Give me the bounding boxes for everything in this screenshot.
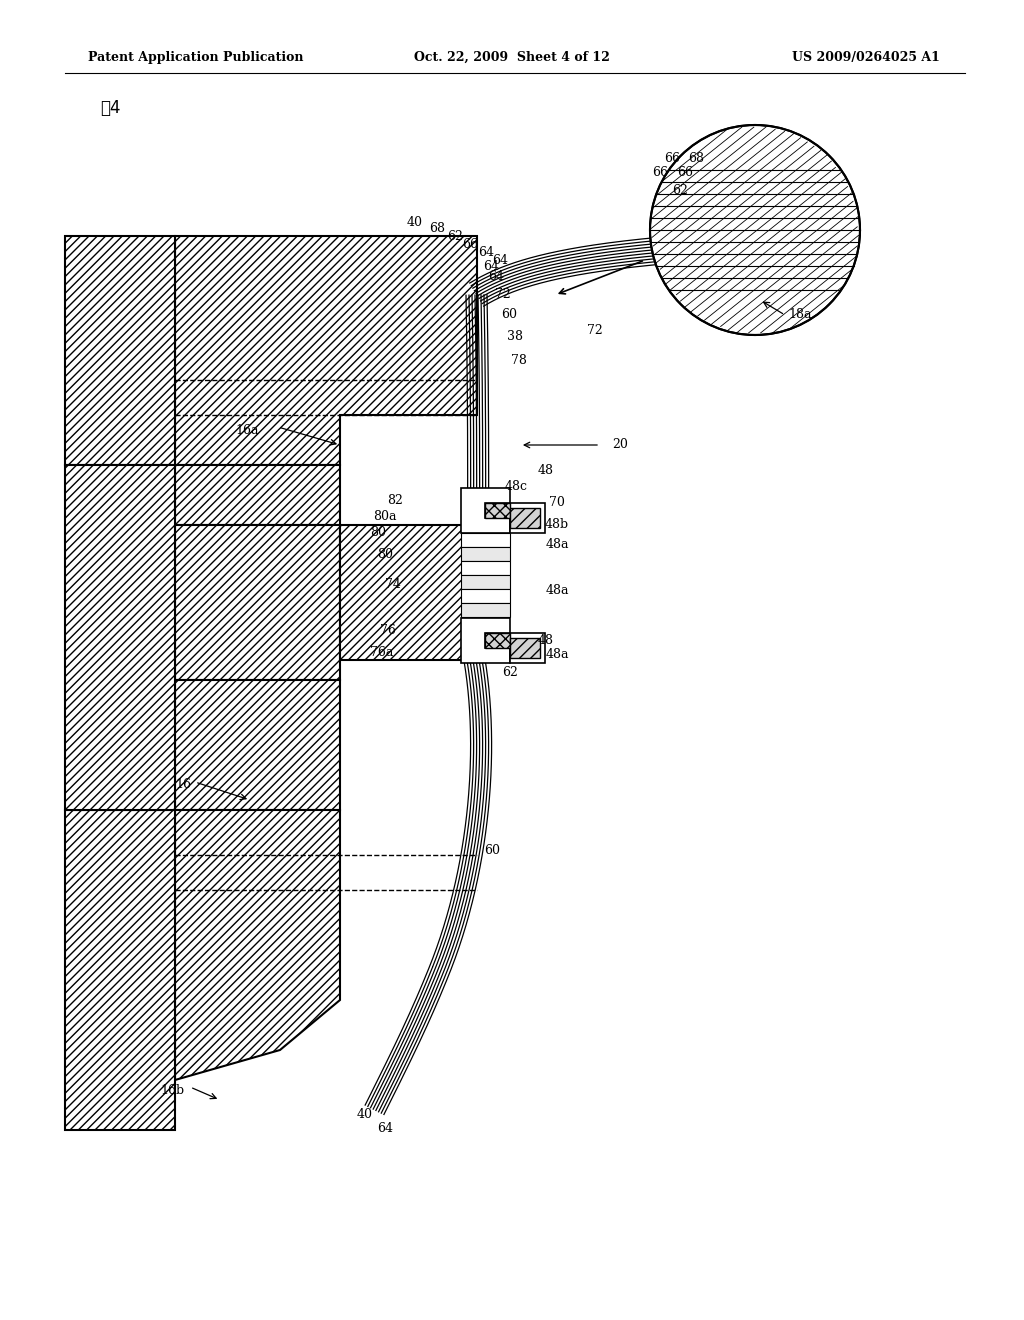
Polygon shape — [485, 503, 510, 517]
Polygon shape — [65, 810, 175, 1130]
Polygon shape — [340, 525, 477, 660]
Text: 図4: 図4 — [100, 99, 121, 117]
Text: 66: 66 — [462, 238, 478, 251]
Polygon shape — [510, 508, 540, 528]
Polygon shape — [461, 589, 510, 603]
Text: 76: 76 — [380, 623, 396, 636]
Text: 70: 70 — [549, 496, 565, 510]
Polygon shape — [510, 503, 545, 533]
Polygon shape — [175, 465, 340, 525]
Text: 38: 38 — [507, 330, 523, 343]
Text: 60: 60 — [484, 843, 500, 857]
Text: 64: 64 — [492, 253, 508, 267]
Text: 48a: 48a — [545, 648, 568, 661]
Polygon shape — [485, 634, 510, 648]
Text: US 2009/0264025 A1: US 2009/0264025 A1 — [793, 50, 940, 63]
Text: 48b: 48b — [545, 519, 569, 532]
Polygon shape — [175, 810, 340, 1080]
Text: 48: 48 — [538, 463, 554, 477]
Text: 20: 20 — [612, 438, 628, 451]
Text: 18a: 18a — [788, 309, 812, 322]
Text: 80: 80 — [377, 549, 393, 561]
Text: 68: 68 — [429, 222, 445, 235]
Polygon shape — [461, 603, 510, 616]
Polygon shape — [461, 533, 510, 546]
Text: 48a: 48a — [545, 539, 568, 552]
Text: 82: 82 — [387, 494, 402, 507]
Text: 66: 66 — [677, 165, 693, 178]
Text: 66: 66 — [652, 165, 668, 178]
Text: 16: 16 — [175, 779, 191, 792]
Text: 74: 74 — [385, 578, 401, 591]
Text: Patent Application Publication: Patent Application Publication — [88, 50, 303, 63]
Text: 72: 72 — [587, 323, 603, 337]
Text: 68: 68 — [688, 152, 705, 165]
Text: 76a: 76a — [371, 647, 393, 660]
Text: 62: 62 — [447, 230, 463, 243]
Text: 80a: 80a — [374, 510, 396, 523]
Polygon shape — [65, 465, 175, 810]
Polygon shape — [175, 680, 340, 810]
Text: 78: 78 — [511, 354, 527, 367]
Text: 16b: 16b — [160, 1084, 184, 1097]
Polygon shape — [461, 546, 510, 561]
Polygon shape — [175, 525, 340, 680]
Circle shape — [650, 125, 860, 335]
Text: 40: 40 — [357, 1109, 373, 1122]
Text: Oct. 22, 2009  Sheet 4 of 12: Oct. 22, 2009 Sheet 4 of 12 — [414, 50, 610, 63]
Text: 66: 66 — [664, 152, 680, 165]
Text: 62: 62 — [672, 183, 688, 197]
Text: 48c: 48c — [505, 479, 527, 492]
Text: 64: 64 — [483, 260, 499, 273]
Polygon shape — [461, 561, 510, 576]
Text: 80: 80 — [370, 525, 386, 539]
Text: 72: 72 — [496, 289, 511, 301]
Text: 64: 64 — [377, 1122, 393, 1134]
Text: 40: 40 — [407, 215, 423, 228]
Polygon shape — [510, 634, 545, 663]
Polygon shape — [65, 236, 175, 465]
Text: 64: 64 — [478, 246, 494, 259]
Text: 62: 62 — [502, 665, 518, 678]
Text: 48: 48 — [538, 634, 554, 647]
Polygon shape — [461, 576, 510, 589]
Text: 64: 64 — [488, 271, 504, 284]
Polygon shape — [510, 638, 540, 657]
Text: 60: 60 — [501, 309, 517, 322]
Polygon shape — [461, 488, 510, 533]
Text: 16a: 16a — [234, 424, 258, 437]
Polygon shape — [461, 618, 510, 663]
Text: 48a: 48a — [545, 583, 568, 597]
Polygon shape — [175, 236, 477, 465]
